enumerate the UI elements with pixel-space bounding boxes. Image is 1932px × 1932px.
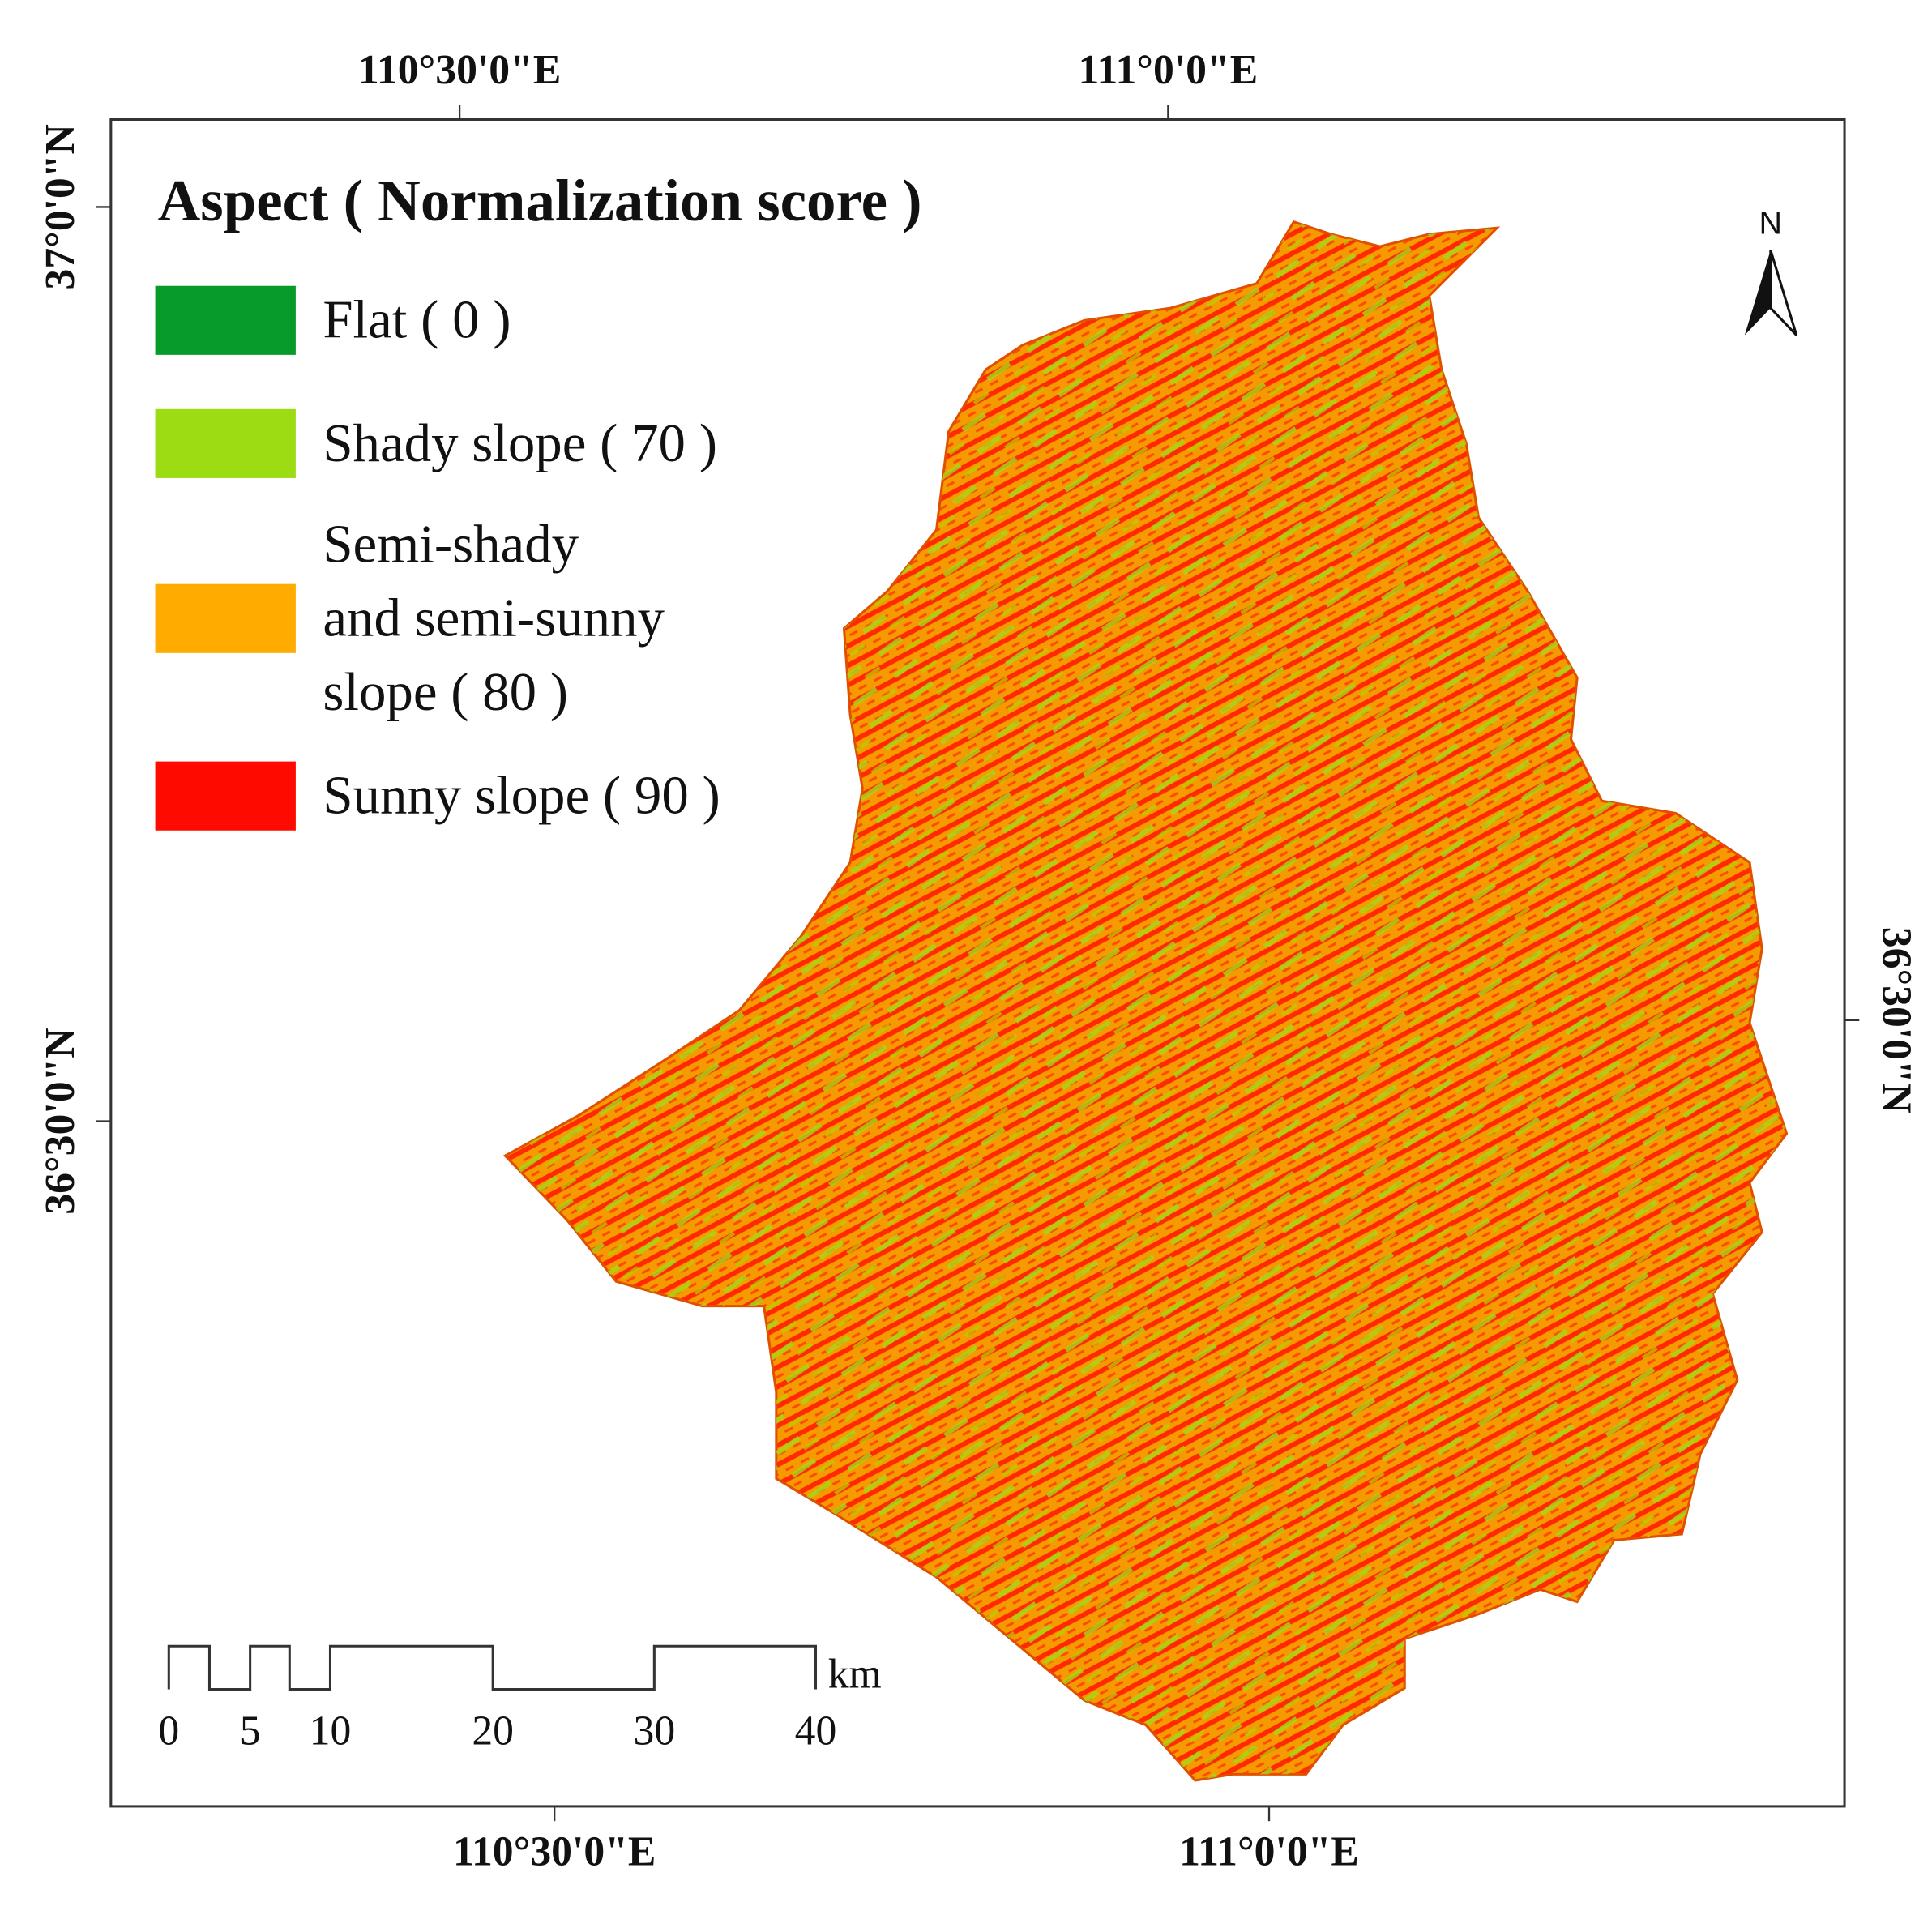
scale-unit: km [828, 1652, 882, 1698]
study-area [502, 220, 1789, 1782]
legend-swatch [155, 583, 296, 653]
longitude-label: 111°0'0"E [1179, 1829, 1359, 1875]
shady-overlay [505, 221, 1787, 1780]
graticule-ticks [96, 105, 1860, 1822]
scale-bar: km 0 5 10 20 30 40 [158, 1644, 882, 1755]
legend-swatch [155, 408, 296, 478]
longitude-label: 110°30'0"E [358, 47, 561, 93]
legend-label: Sunny slope ( 90 ) [323, 766, 720, 826]
scale-label: 10 [310, 1708, 352, 1755]
legend-label: and semi-sunny [323, 588, 665, 648]
scale-bar-line [167, 1644, 818, 1690]
legend-label: Flat ( 0 ) [323, 290, 511, 350]
legend-label: Semi-shady [323, 514, 579, 574]
longitude-label: 111°0'0"E [1078, 47, 1258, 93]
legend-title: Aspect ( Normalization score ) [158, 168, 922, 233]
legend-swatch [155, 761, 296, 831]
latitude-label: 36°30'0"N [37, 1028, 83, 1214]
north-label: N [1759, 206, 1783, 242]
scale-label: 0 [158, 1708, 179, 1755]
legend-label: slope ( 80 ) [323, 662, 568, 722]
scale-label: 5 [240, 1708, 261, 1755]
legend-label: Shady slope ( 70 ) [323, 413, 717, 473]
latitude-label: 36°30'0"N [1873, 927, 1919, 1113]
legend-swatch [155, 285, 296, 355]
arrow-right [1769, 250, 1798, 336]
scale-label: 30 [633, 1708, 675, 1755]
scale-label: 20 [472, 1708, 514, 1755]
longitude-label: 110°30'0"E [453, 1829, 656, 1875]
latitude-label: 37°0'0"N [37, 124, 83, 289]
legend: Flat ( 0 ) Shady slope ( 70 ) Semi-shady an… [155, 285, 720, 831]
scale-label: 40 [795, 1708, 837, 1755]
